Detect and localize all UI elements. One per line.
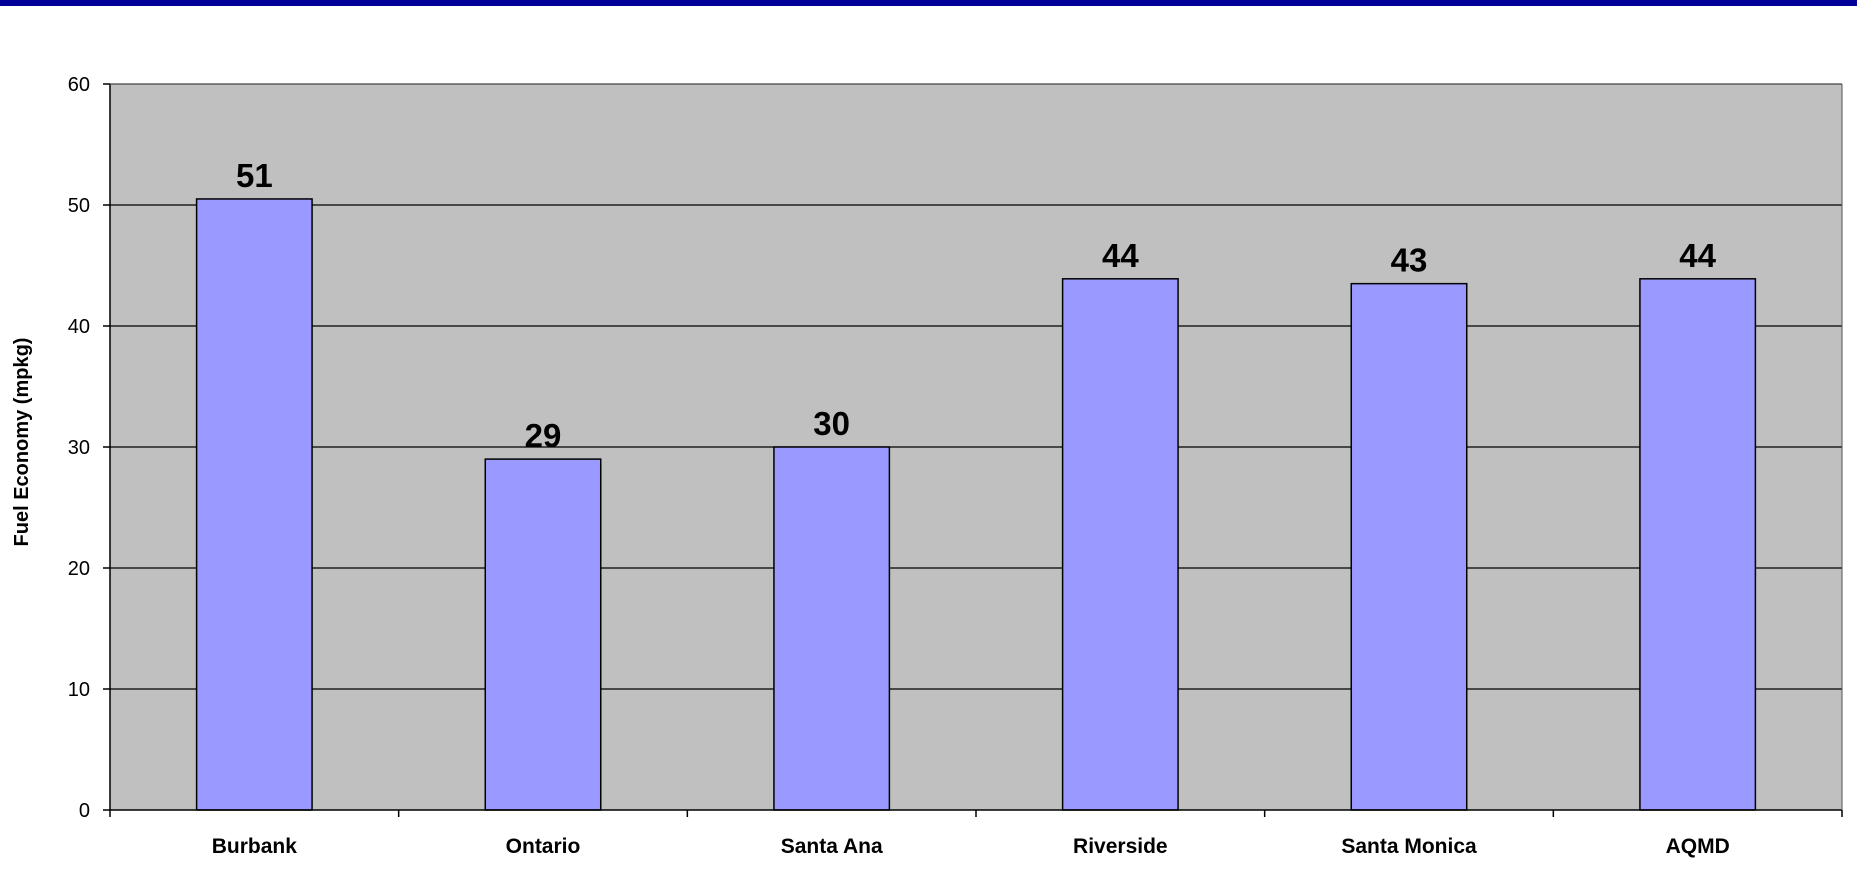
bar-ontario: [484, 458, 602, 811]
bar-santa-ana: [773, 446, 891, 811]
bar-riverside: [1061, 278, 1179, 811]
data-label: 30: [813, 405, 850, 442]
x-category-label: Santa Monica: [1341, 835, 1477, 858]
bar-burbank: [195, 198, 313, 811]
x-category-label: AQMD: [1666, 835, 1730, 858]
x-category-label: Burbank: [212, 835, 298, 858]
data-label: 29: [525, 417, 562, 454]
y-tick-label: 60: [68, 74, 90, 96]
y-tick-label: 0: [79, 800, 90, 822]
data-label: 44: [1102, 237, 1139, 274]
top-banner-bar: [0, 0, 1857, 6]
y-tick-label: 30: [68, 437, 90, 459]
y-tick-labels: 0 10 20 30 40 50 60: [68, 74, 90, 822]
x-category-label: Ontario: [506, 835, 581, 858]
x-category-label: Riverside: [1073, 835, 1168, 858]
y-tick-label: 10: [68, 679, 90, 701]
y-tick-label: 50: [68, 195, 90, 217]
data-label: 43: [1391, 242, 1428, 279]
data-label: 51: [236, 157, 273, 194]
data-label: 44: [1679, 237, 1716, 274]
bar-aqmd: [1639, 278, 1757, 811]
y-axis-title: Fuel Economy (mpkg): [11, 338, 33, 547]
y-tick-label: 40: [68, 316, 90, 338]
bars: [195, 198, 1757, 811]
bar-santa-monica: [1350, 282, 1468, 811]
x-category-labels: Burbank Ontario Santa Ana Riverside Santa Mo…: [212, 835, 1730, 858]
y-tick-label: 20: [68, 558, 90, 580]
data-labels: 51 29 30 44 43 44: [236, 157, 1717, 454]
axes: [103, 83, 1843, 817]
x-category-label: Santa Ana: [781, 835, 883, 858]
